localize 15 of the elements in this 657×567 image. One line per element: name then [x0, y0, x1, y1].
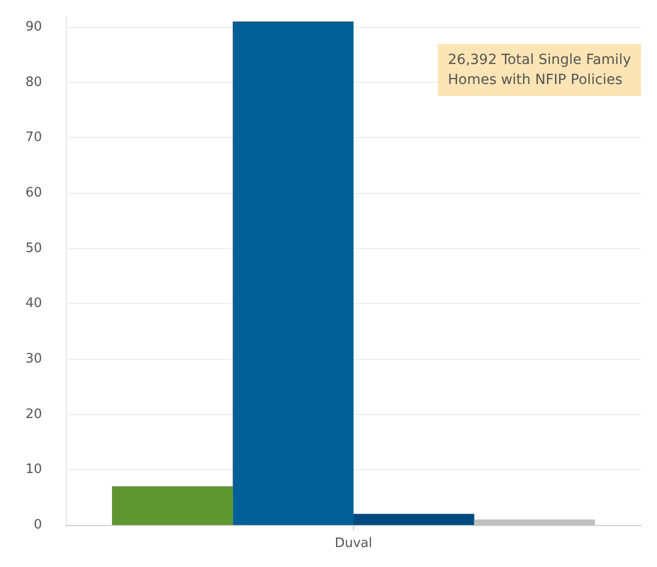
y-tick-label: 40 [25, 296, 42, 312]
y-tick-label: 60 [25, 186, 42, 201]
y-tick-label: 10 [25, 462, 42, 478]
y-tick-label: 50 [25, 240, 42, 256]
y-tick-label: 80 [25, 74, 42, 90]
y-tick-label: 90 [25, 20, 42, 35]
bar [112, 486, 233, 525]
y-tick-label: 20 [25, 406, 42, 422]
y-tick-label: 0 [34, 518, 42, 532]
x-tick-label: Duval [334, 536, 372, 551]
bar [354, 514, 474, 525]
y-tick-label: 30 [25, 352, 42, 367]
y-tick-label: 70 [25, 130, 42, 146]
bar [232, 22, 354, 525]
annotation: 26,392 Total Single Family Homes with NFIP Policies [448, 52, 632, 88]
